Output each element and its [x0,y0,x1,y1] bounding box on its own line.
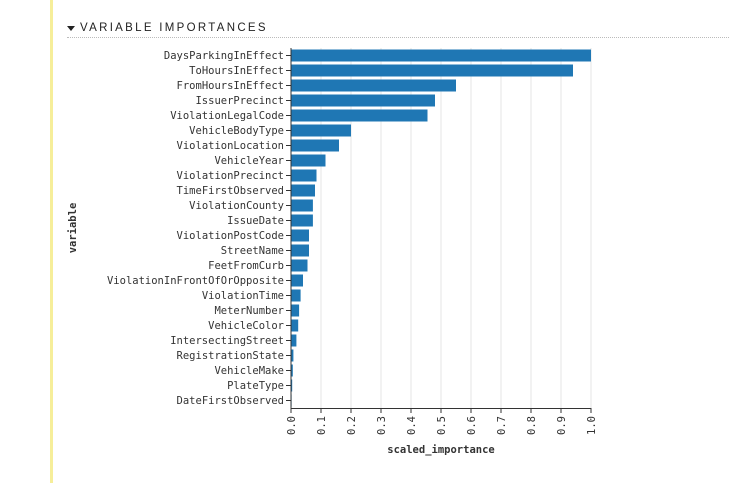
bar-DaysParkingInEffect [291,49,591,62]
bar-ViolationCounty [291,199,313,212]
bar-RegistrationState [291,349,294,362]
x-tick-label: 0.5 [436,416,448,435]
bar-PlateType [291,379,293,392]
bar-ToHoursInEffect [291,64,573,77]
y-tick-label: MeterNumber [214,305,284,317]
x-tick-label: 0.3 [376,416,388,435]
bar-StreetName [291,244,309,257]
y-tick-label: ToHoursInEffect [189,65,284,77]
bar-ViolationLegalCode [291,109,428,122]
bar-TimeFirstObserved [291,184,315,197]
y-tick-label: PlateType [227,380,284,392]
bar-VehicleBodyType [291,124,351,137]
y-axis-title: variable [67,203,79,254]
y-tick-label: IntersectingStreet [170,335,284,347]
y-tick-label: RegistrationState [177,350,284,362]
x-tick-label: 0.9 [556,416,568,435]
bar-MeterNumber [291,304,300,317]
section-title: VARIABLE IMPORTANCES [80,22,268,34]
y-tick-label: ViolationInFrontOfOrOpposite [107,275,284,287]
y-tick-label: ViolationTime [202,290,284,302]
x-tick-label: 0.4 [406,416,418,435]
bar-ViolationPrecinct [291,169,317,182]
x-tick-label: 0.0 [286,416,298,435]
y-tick-label: StreetName [221,245,284,257]
y-tick-label: FeetFromCurb [208,260,284,272]
y-tick-label: DaysParkingInEffect [164,50,284,62]
y-tick-label: VehicleBodyType [189,125,284,137]
y-tick-label: IssueDate [227,215,284,227]
x-tick-label: 0.2 [346,416,358,435]
y-tick-label: IssuerPrecinct [195,95,284,107]
y-tick-label: VehicleColor [208,320,284,332]
x-tick-label: 1.0 [586,416,598,435]
bar-IssuerPrecinct [291,94,435,107]
bar-ViolationPostCode [291,229,309,242]
y-tick-label: TimeFirstObserved [177,185,284,197]
bar-IntersectingStreet [291,334,297,347]
bar-VehicleColor [291,319,299,332]
x-axis-title: scaled_importance [387,444,494,456]
section-header: VARIABLE IMPORTANCES [67,22,729,38]
y-tick-label: ViolationPostCode [177,230,284,242]
bar-ViolationTime [291,289,301,302]
bar-FromHoursInEffect [291,79,456,92]
bar-VehicleMake [291,364,293,377]
y-tick-label: ViolationLocation [177,140,284,152]
bar-ViolationInFrontOfOrOpposite [291,274,303,287]
y-tick-label: DateFirstObserved [177,395,284,407]
bar-VehicleYear [291,154,326,167]
bar-FeetFromCurb [291,259,308,272]
caret-down-icon[interactable] [67,26,75,31]
x-tick-label: 0.1 [316,416,328,435]
y-tick-label: ViolationPrecinct [177,170,284,182]
y-tick-label: VehicleYear [214,155,284,167]
bar-ViolationLocation [291,139,339,152]
y-tick-label: VehicleMake [214,365,284,377]
x-tick-label: 0.7 [496,416,508,435]
bar-IssueDate [291,214,313,227]
x-tick-label: 0.6 [466,416,478,435]
y-tick-label: ViolationCounty [189,200,284,212]
cell-gutter [50,0,53,483]
y-tick-label: FromHoursInEffect [177,80,284,92]
x-tick-label: 0.8 [526,416,538,435]
y-tick-label: ViolationLegalCode [170,110,284,122]
